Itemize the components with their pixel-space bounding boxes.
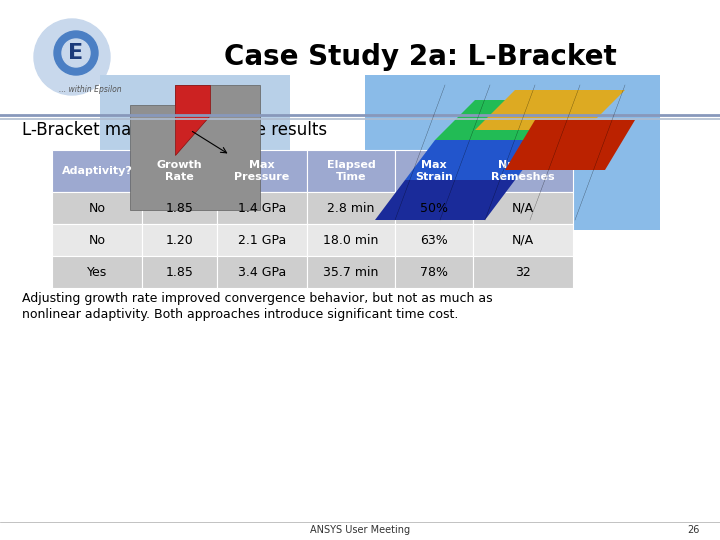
Polygon shape (375, 180, 515, 220)
Bar (365, 75, 660, 230)
Text: Adjusting growth rate improved convergence behavior, but not as much as: Adjusting growth rate improved convergen… (22, 292, 492, 305)
Text: 2.1 GPa: 2.1 GPa (238, 233, 286, 246)
Text: Case Study 2a: L-Bracket: Case Study 2a: L-Bracket (224, 43, 616, 71)
Polygon shape (435, 100, 585, 140)
Polygon shape (475, 90, 625, 130)
Text: Adaptivity?: Adaptivity? (62, 166, 132, 176)
Circle shape (62, 39, 90, 67)
Text: 2.8 min: 2.8 min (328, 201, 374, 214)
Bar (395, 224, 473, 256)
Bar (307, 256, 395, 288)
Text: Max
Strain: Max Strain (415, 160, 453, 182)
Bar (100, 75, 290, 230)
Text: Max
Pressure: Max Pressure (235, 160, 289, 182)
Bar (307, 150, 395, 192)
Text: Growth
Rate: Growth Rate (157, 160, 202, 182)
Bar (395, 192, 473, 224)
Text: 63%: 63% (420, 233, 448, 246)
Bar (473, 256, 573, 288)
Text: 32: 32 (515, 266, 531, 279)
Polygon shape (175, 85, 210, 155)
Bar (142, 192, 217, 224)
Bar (307, 192, 395, 224)
Bar (473, 192, 573, 224)
Bar (142, 224, 217, 256)
Text: L-Bracket maximum pressure results: L-Bracket maximum pressure results (22, 121, 327, 139)
Bar (52, 224, 142, 256)
Bar (52, 256, 142, 288)
Text: 3.4 GPa: 3.4 GPa (238, 266, 286, 279)
Circle shape (34, 19, 110, 95)
Bar (52, 150, 142, 192)
Text: N/A: N/A (512, 233, 534, 246)
Bar (142, 256, 217, 288)
Text: 35.7 min: 35.7 min (323, 266, 379, 279)
Text: 1.85: 1.85 (166, 266, 194, 279)
Polygon shape (405, 140, 545, 180)
Bar (473, 150, 573, 192)
Text: ... within Epsilon: ... within Epsilon (59, 85, 121, 94)
Text: No: No (89, 201, 106, 214)
Text: 1.85: 1.85 (166, 201, 194, 214)
Bar (217, 224, 307, 256)
Text: nonlinear adaptivity. Both approaches introduce significant time cost.: nonlinear adaptivity. Both approaches in… (22, 308, 459, 321)
Text: 1.4 GPa: 1.4 GPa (238, 201, 286, 214)
Text: 50%: 50% (420, 201, 448, 214)
Bar (217, 256, 307, 288)
Bar (473, 224, 573, 256)
Text: No: No (89, 233, 106, 246)
Bar (395, 150, 473, 192)
Bar (52, 192, 142, 224)
Text: Elapsed
Time: Elapsed Time (327, 160, 375, 182)
Text: Number
Remeshes: Number Remeshes (491, 160, 555, 182)
Text: 78%: 78% (420, 266, 448, 279)
Bar (142, 150, 217, 192)
Text: ANSYS User Meeting: ANSYS User Meeting (310, 525, 410, 535)
Text: N/A: N/A (512, 201, 534, 214)
Circle shape (54, 31, 98, 75)
Bar (395, 256, 473, 288)
Polygon shape (505, 120, 635, 170)
Text: 18.0 min: 18.0 min (323, 233, 379, 246)
Bar (217, 192, 307, 224)
Bar (217, 150, 307, 192)
Polygon shape (130, 85, 260, 210)
Bar (307, 224, 395, 256)
Text: Yes: Yes (87, 266, 107, 279)
Text: 1.20: 1.20 (166, 233, 194, 246)
Text: 26: 26 (688, 525, 700, 535)
Text: E: E (68, 43, 84, 63)
